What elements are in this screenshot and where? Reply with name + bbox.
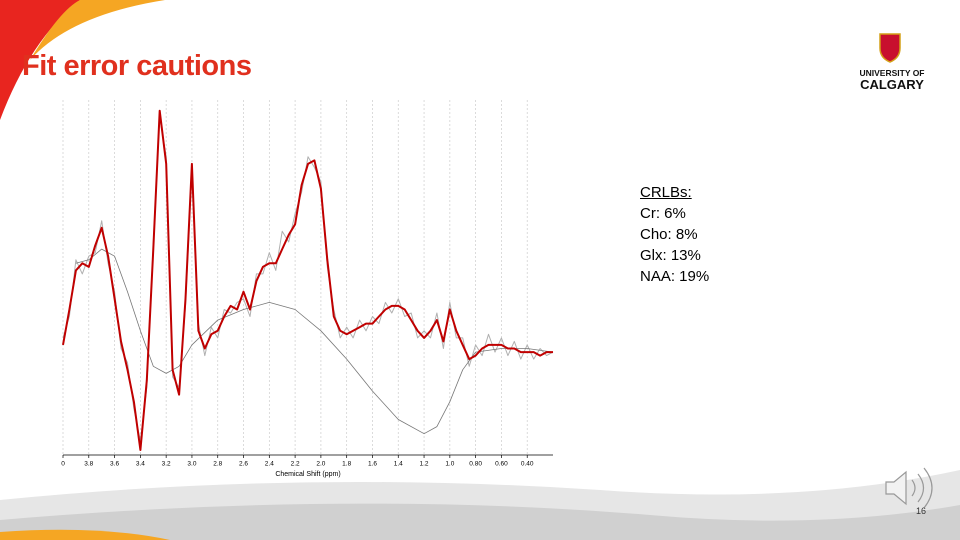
x-tick-label: 1.2 [420, 461, 429, 468]
x-tick-label: 2.2 [291, 461, 300, 468]
x-tick-label: 0 [61, 461, 65, 468]
x-axis-label: Chemical Shift (ppm) [275, 471, 340, 478]
x-tick-label: 1.0 [445, 461, 454, 468]
x-tick-label: 3.0 [187, 461, 196, 468]
x-tick-label: 1.4 [394, 461, 403, 468]
x-tick-label: 3.4 [136, 461, 145, 468]
title: Fit error cautions [22, 50, 252, 82]
crlb-item: Cr: 6% [640, 205, 686, 222]
crlb-item: Glx: 13% [640, 247, 701, 264]
x-tick-label: 1.6 [368, 461, 377, 468]
x-tick-label: 2.0 [316, 461, 325, 468]
crlb-item: Cho: 8% [640, 226, 698, 243]
page-number: 16 [916, 506, 927, 516]
crlb-list: CRLBs: Cr: 6% Cho: 8% Glx: 13% NAA: 19% [640, 182, 709, 287]
x-tick-label: 2.6 [239, 461, 248, 468]
logo-text: CALGARY [860, 77, 924, 92]
x-tick-label: 3.2 [162, 461, 171, 468]
x-tick-label: 3.6 [110, 461, 119, 468]
crlb-heading: CRLBs: [640, 184, 692, 201]
x-tick-label: 1.8 [342, 461, 351, 468]
data-line [75, 248, 554, 435]
x-tick-label: 3.8 [84, 461, 93, 468]
logo: UNIVERSITY OF CALGARY [850, 30, 934, 91]
x-tick-label: 0.80 [469, 461, 482, 468]
logo-text: UNIVERSITY OF [859, 68, 925, 78]
data-line [62, 109, 553, 451]
x-tick-label: 0.40 [521, 461, 534, 468]
x-tick-label: 0.60 [495, 461, 508, 468]
x-tick-label: 2.4 [265, 461, 274, 468]
crlb-item: NAA: 19% [640, 268, 710, 285]
x-tick-label: 2.8 [213, 461, 222, 468]
